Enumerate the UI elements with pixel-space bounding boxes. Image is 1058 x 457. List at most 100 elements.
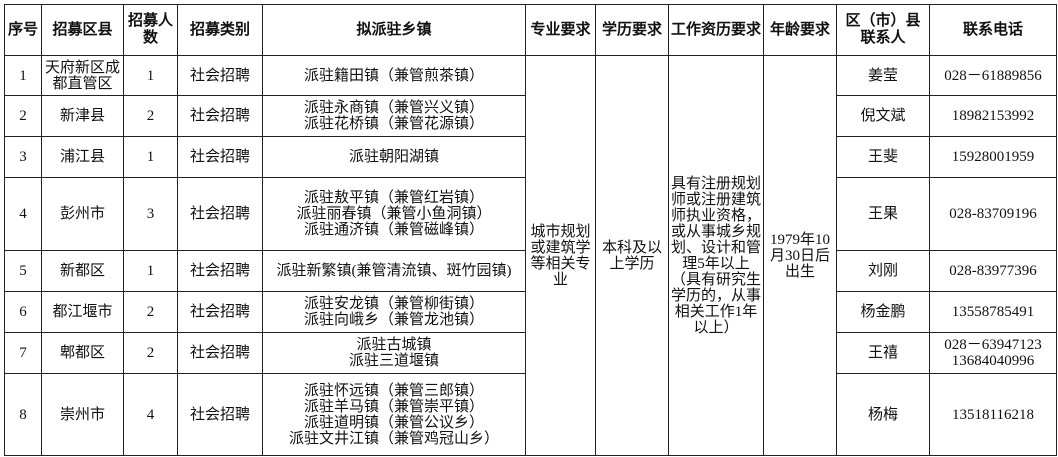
towns-cell: 派驻朝阳湖镇 [262,136,526,178]
contact-cell: 王果 [836,177,930,251]
phone-cell: 13558785491 [929,291,1057,333]
type-cell: 社会招聘 [177,55,263,96]
towns-cell-line: 派驻永商镇（兼管兴义镇） [303,100,484,116]
phone-cell: 028－63947123 13684040996 [929,332,1057,374]
towns-cell-line: 派驻怀远镇（兼管三郎镇） [303,382,484,399]
count-cell: 4 [123,373,178,456]
header-row: 序号 招募区县 招募人数 招募类别 拟派驻乡镇 专业要求 学历要求 工作资历要求 年龄要求 区（市… [4,4,1057,56]
contact-cell: 杨金鹏 [836,291,930,333]
row-number: 8 [4,373,42,456]
phone-cell-line: 18982153992 [951,108,1035,124]
county-cell: 新都区 [41,250,124,292]
county-cell: 新津县 [41,95,124,137]
contact-cell: 杨梅 [836,373,930,456]
towns-cell-line: 派驻花桥镇（兼管花源镇） [303,116,484,132]
row-number: 3 [4,136,42,178]
table-row: 1 天府新区成都直管区 1 社会招聘 派驻籍田镇（兼管煎茶镇） 城市规划或建筑学等相关专业… [4,55,1057,456]
phone-cell: 15928001959 [929,136,1057,178]
towns-cell-line: 派驻向峨乡（兼管龙池镇） [303,312,484,328]
recruitment-table: 序号 招募区县 招募人数 招募类别 拟派驻乡镇 专业要求 学历要求 工作资历要求 年龄要求 区（市… [4,4,1057,456]
row-number: 5 [4,250,42,292]
count-cell: 1 [123,136,178,178]
phone-cell: 028-83977396 [929,250,1057,292]
table-row: 5 新都区 1 社会招聘 派驻新繁镇(兼管清流镇、斑竹园镇) 刘刚 028-83977396 [4,250,1057,292]
towns-cell-line: 派驻朝阳湖镇 [348,149,439,165]
count-cell: 2 [123,332,178,374]
count-cell: 1 [123,55,178,96]
table-row: 7 郫都区 2 社会招聘 派驻古城镇 派驻三道堰镇 王禧 028－63947123 136840… [4,332,1057,374]
county-cell: 天府新区成都直管区 [41,55,124,96]
towns-cell: 派驻安龙镇（兼管柳街镇） 派驻向峨乡（兼管龙池镇） [262,291,526,333]
header-county: 招募区县 [41,4,124,56]
header-count: 招募人数 [123,4,178,56]
contact-cell: 姜莹 [836,55,930,96]
type-cell: 社会招聘 [177,136,263,178]
towns-cell-line: 派驻通济镇（兼管磁峰镇） [303,222,484,238]
towns-cell-line: 派驻文井江镇（兼管鸡冠山乡） [288,430,499,447]
contact-cell: 刘刚 [836,250,930,292]
phone-cell-line: 13558785491 [951,304,1035,320]
row-number: 1 [4,55,42,96]
table-row: 8 崇州市 4 社会招聘 派驻怀远镇（兼管三郎镇） 派驻羊马镇（兼管崇平镇） 派驻道明镇（兼… [4,373,1057,456]
header-major: 专业要求 [525,4,596,56]
row-number: 7 [4,332,42,374]
type-cell: 社会招聘 [177,95,263,137]
header-contact: 区（市）县联系人 [836,4,930,56]
table-row: 2 新津县 2 社会招聘 派驻永商镇（兼管兴义镇） 派驻花桥镇（兼管花源镇） 倪文斌 1898… [4,95,1057,137]
header-experience: 工作资历要求 [668,4,764,56]
phone-cell: 18982153992 [929,95,1057,137]
towns-cell: 派驻古城镇 派驻三道堰镇 [262,332,526,374]
row-number: 6 [4,291,42,333]
experience-requirement-cell: 具有注册规划师或注册建筑师执业资格，或从事城乡规划、设计和管理5年以上（具有研究… [668,55,764,456]
table-row: 4 彭州市 3 社会招聘 派驻敖平镇（兼管红岩镇） 派驻丽春镇（兼管小鱼洞镇） 派驻通济镇（… [4,177,1057,251]
major-requirement-cell: 城市规划或建筑学等相关专业 [525,55,596,456]
header-education: 学历要求 [595,4,669,56]
age-requirement-cell: 1979年10月30日后出生 [763,55,837,456]
towns-cell-line: 派驻古城镇 [356,337,432,353]
row-number: 4 [4,177,42,251]
table-row: 6 都江堰市 2 社会招聘 派驻安龙镇（兼管柳街镇） 派驻向峨乡（兼管龙池镇） 杨金鹏 135… [4,291,1057,333]
county-cell: 崇州市 [41,373,124,456]
contact-cell: 王禧 [836,332,930,374]
education-requirement-cell: 本科及以上学历 [595,55,669,456]
count-cell: 2 [123,291,178,333]
phone-cell: 13518116218 [929,373,1057,456]
phone-cell-line: 13684040996 [951,353,1035,369]
county-cell: 郫都区 [41,332,124,374]
towns-cell-line: 派驻羊马镇（兼管崇平镇） [303,398,484,415]
county-cell: 浦江县 [41,136,124,178]
type-cell: 社会招聘 [177,250,263,292]
count-cell: 3 [123,177,178,251]
towns-cell: 派驻新繁镇(兼管清流镇、斑竹园镇) [262,250,526,292]
phone-cell-line: 028－63947123 [944,337,1042,353]
header-type: 招募类别 [177,4,263,56]
table-row: 3 浦江县 1 社会招聘 派驻朝阳湖镇 王斐 15928001959 [4,136,1057,178]
phone-cell-line: 028－61889856 [944,67,1042,84]
header-age: 年龄要求 [763,4,837,56]
count-cell: 2 [123,95,178,137]
towns-cell-line: 派驻丽春镇（兼管小鱼洞镇） [296,206,492,222]
contact-cell: 倪文斌 [836,95,930,137]
type-cell: 社会招聘 [177,332,263,374]
towns-cell: 派驻籍田镇（兼管煎茶镇） [262,55,526,96]
county-cell: 彭州市 [41,177,124,251]
type-cell: 社会招聘 [177,291,263,333]
header-no: 序号 [4,4,42,56]
contact-cell: 王斐 [836,136,930,178]
towns-cell-line: 派驻道明镇（兼管公议乡） [303,414,484,431]
towns-cell-line: 派驻新繁镇(兼管清流镇、斑竹园镇) [276,263,512,279]
towns-cell-line: 派驻安龙镇（兼管柳街镇） [303,296,484,312]
header-phone: 联系电话 [929,4,1057,56]
towns-cell: 派驻永商镇（兼管兴义镇） 派驻花桥镇（兼管花源镇） [262,95,526,137]
phone-cell-line: 028-83709196 [949,206,1037,222]
towns-cell: 派驻敖平镇（兼管红岩镇） 派驻丽春镇（兼管小鱼洞镇） 派驻通济镇（兼管磁峰镇） [262,177,526,251]
towns-cell-line: 派驻三道堰镇 [348,353,439,369]
count-cell: 1 [123,250,178,292]
phone-cell: 028-83709196 [929,177,1057,251]
header-towns: 拟派驻乡镇 [262,4,526,56]
phone-cell-line: 13518116218 [952,406,1034,423]
towns-cell: 派驻怀远镇（兼管三郎镇） 派驻羊马镇（兼管崇平镇） 派驻道明镇（兼管公议乡） 派驻文井… [262,373,526,456]
type-cell: 社会招聘 [177,177,263,251]
phone-cell-line: 028-83977396 [949,263,1037,279]
county-cell: 都江堰市 [41,291,124,333]
